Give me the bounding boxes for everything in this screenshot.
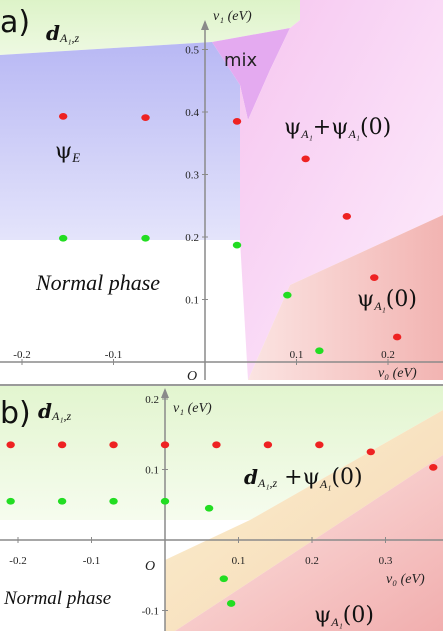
region-label-normal-phase-a: Normal phase <box>35 270 160 295</box>
x-tick-label: 0.2 <box>305 555 319 567</box>
region-label-d-a1z-plus-psi-a1-0: dA₁,z +ψA₁(0) <box>244 465 363 491</box>
green-data-point <box>141 234 150 242</box>
red-data-point <box>370 274 379 282</box>
panel-b-origin-label: O <box>145 559 155 574</box>
region-label-d-a1z-a: dA₁,z <box>46 21 79 45</box>
green-data-point <box>160 497 170 505</box>
x-tick-label: -0.1 <box>83 555 100 567</box>
red-data-point <box>263 441 273 449</box>
red-data-point <box>58 112 68 120</box>
y-tick-label: 0.5 <box>185 45 199 57</box>
green-data-point <box>283 291 292 299</box>
green-data-point <box>232 241 242 249</box>
green-data-point <box>6 497 15 505</box>
red-data-point <box>212 441 221 449</box>
x-tick-label: 0.2 <box>381 349 395 361</box>
red-data-point <box>232 117 242 125</box>
x-tick-label: 0.1 <box>232 555 246 567</box>
x-tick-label: -0.2 <box>13 349 30 361</box>
red-data-point <box>57 441 67 449</box>
y-axis-arrow-b <box>161 388 169 398</box>
region-d-a1z-a <box>0 0 300 55</box>
y-tick-label: 0.4 <box>185 107 199 119</box>
region-psi-a1-psi-a1-0 <box>240 0 443 380</box>
region-label-psi-a1-plus-psi-a1-0: ψA₁+ψA₁(0) <box>284 115 391 141</box>
region-label-normal-phase-b: Normal phase <box>3 588 111 609</box>
region-label-d-a1z-b: dA₁,z <box>38 399 71 423</box>
y-tick-label: 0.3 <box>185 170 199 182</box>
red-data-point <box>109 441 118 449</box>
region-d-a1z-b <box>0 385 443 520</box>
axes <box>0 20 443 631</box>
green-data-point <box>58 234 68 242</box>
y-tick-label: 0.1 <box>145 465 159 477</box>
y-tick-label: 0.2 <box>185 232 199 244</box>
panel-b-regions <box>0 384 443 631</box>
x-tick-label: -0.1 <box>105 349 122 361</box>
panel-a-regions <box>0 0 443 380</box>
red-data-point <box>301 155 310 163</box>
panel-a-y-axis-label: v₁ (eV) <box>213 9 252 24</box>
y-axis-arrow-a <box>201 20 209 30</box>
panel-a-label: a) <box>0 5 30 40</box>
panel-b-label: b) <box>0 396 31 431</box>
red-data-point <box>366 448 375 456</box>
data-points <box>6 112 438 607</box>
red-data-point <box>429 463 438 471</box>
red-data-point <box>392 333 402 341</box>
red-data-point <box>342 212 352 220</box>
panel-b-x-axis-label: v₀ (eV) <box>386 572 425 587</box>
red-data-point <box>160 441 170 449</box>
green-data-point <box>219 575 228 583</box>
red-data-point <box>315 441 324 449</box>
region-label-psi-a1-0-a: ψA₁(0) <box>357 287 417 313</box>
region-psi-a1-0-b <box>175 455 443 631</box>
green-data-point <box>204 504 214 512</box>
panel-a-x-axis-label: v₀ (eV) <box>378 366 417 381</box>
panel-b-y-axis-label: v₁ (eV) <box>173 401 212 416</box>
x-tick-label: -0.2 <box>9 555 26 567</box>
y-tick-label: -0.1 <box>142 606 159 618</box>
green-data-point <box>315 347 324 355</box>
green-data-point <box>109 497 118 505</box>
red-data-point <box>6 441 15 449</box>
x-tick-label: 0.1 <box>290 349 304 361</box>
red-data-point <box>141 114 150 122</box>
green-data-point <box>226 600 236 607</box>
region-label-psi-a1-0-b: ψA₁(0) <box>314 603 374 629</box>
panel-a-origin-label: O <box>187 369 197 384</box>
region-label-mix: mix <box>224 50 258 71</box>
region-normal-phase-a <box>0 240 240 380</box>
x-tick-label: 0.3 <box>379 555 393 567</box>
y-tick-label: 0.1 <box>185 295 199 307</box>
region-d-a1z-psi-a1-0 <box>165 410 443 631</box>
tick-labels: -0.2 -0.1 0.1 0.2 0.1 0.2 0.3 0.4 0.5 -0.2 -0.1 0.1… <box>9 45 395 618</box>
region-mix <box>212 28 290 120</box>
region-label-psi-e: ψE <box>55 139 80 165</box>
y-tick-label: 0.2 <box>145 394 159 406</box>
region-psi-e <box>0 42 240 240</box>
green-data-point <box>57 497 67 505</box>
